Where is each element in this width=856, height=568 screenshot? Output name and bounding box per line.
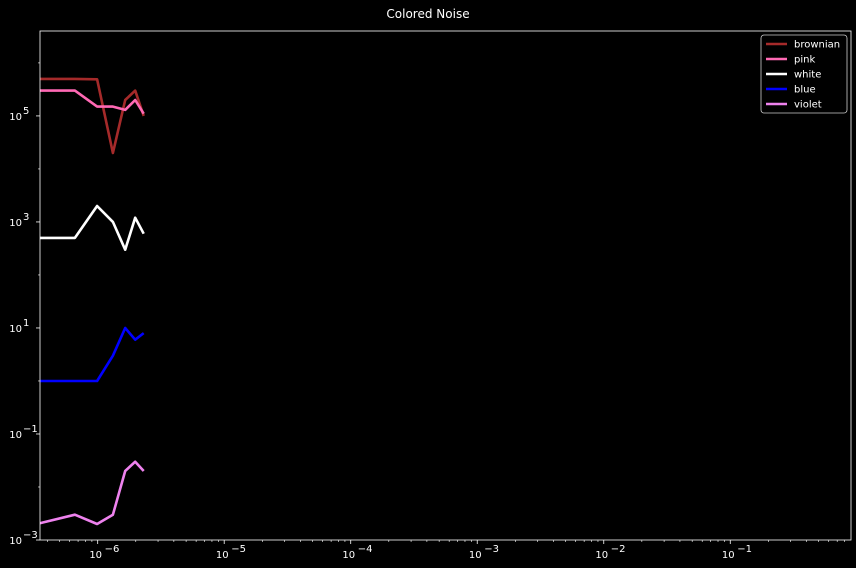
legend-label-pink: pink <box>794 55 815 66</box>
x-tick-exponent: −1 <box>737 544 752 555</box>
series-line-violet <box>40 460 145 526</box>
y-tick-exponent: 5 <box>23 106 29 117</box>
legend-label-blue: blue <box>794 85 816 96</box>
x-tick-label: 10 <box>89 550 102 561</box>
series-line-brownian <box>40 77 145 155</box>
legend-label-violet: violet <box>794 100 822 111</box>
plot-frame <box>39 30 852 541</box>
y-tick-label: 10 <box>9 112 22 123</box>
y-tick-label: 10 <box>9 324 22 335</box>
y-tick-label: 10 <box>9 218 22 229</box>
x-axis: 10−610−510−410−310−210−1 <box>47 540 845 561</box>
y-tick-exponent: 1 <box>23 318 29 329</box>
series-line-pink <box>40 89 145 115</box>
x-tick-label: 10 <box>342 550 355 561</box>
x-tick-label: 10 <box>595 550 608 561</box>
x-tick-exponent: −3 <box>484 544 499 555</box>
legend-box <box>760 34 848 114</box>
x-tick-exponent: −2 <box>611 544 626 555</box>
x-tick-label: 10 <box>216 550 229 561</box>
x-tick-exponent: −4 <box>358 544 373 555</box>
y-tick-label: 10 <box>9 430 22 441</box>
x-tick-exponent: −6 <box>105 544 120 555</box>
x-tick-label: 10 <box>469 550 482 561</box>
y-tick-exponent: 3 <box>23 212 29 223</box>
y-tick-exponent: −3 <box>23 530 38 541</box>
y-tick-label: 10 <box>9 536 22 547</box>
series-layer <box>40 77 145 526</box>
y-tick-exponent: −1 <box>23 424 38 435</box>
legend: brownian pink white blue violet <box>760 34 848 114</box>
legend-label-brownian: brownian <box>794 40 840 51</box>
x-tick-exponent: −5 <box>231 544 246 555</box>
legend-label-white: white <box>794 70 821 81</box>
chart-title: Colored Noise <box>386 7 469 21</box>
series-line-blue <box>40 326 145 383</box>
x-tick-label: 10 <box>722 550 735 561</box>
series-line-white <box>40 204 145 251</box>
